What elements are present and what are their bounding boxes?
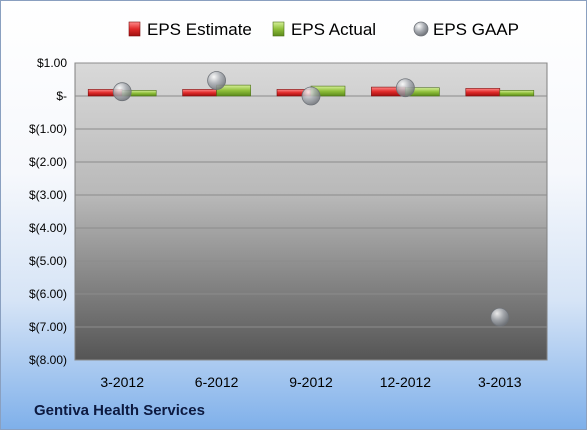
y-tick-label: $(8.00)	[29, 353, 67, 367]
bar-eps-actual	[499, 90, 535, 97]
bubble-eps-gaap	[395, 78, 415, 98]
x-tick-label: 3-2012	[100, 374, 144, 390]
gray-bubble-icon	[413, 21, 429, 37]
legend-label: EPS GAAP	[433, 20, 519, 39]
bubble-eps-gaap	[301, 86, 321, 106]
red-bar-icon	[128, 21, 141, 37]
y-tick-label: $(1.00)	[29, 122, 67, 136]
plot-area	[74, 62, 548, 361]
y-tick-label: $-	[56, 89, 67, 103]
y-tick-label: $(5.00)	[29, 254, 67, 268]
bar-eps-actual	[216, 84, 251, 97]
legend-label: EPS Estimate	[147, 20, 252, 39]
y-tick-label: $(3.00)	[29, 188, 67, 202]
y-tick-label: $(6.00)	[29, 287, 67, 301]
x-tick-label: 6-2012	[195, 374, 239, 390]
company-name: Gentiva Health Services	[34, 402, 205, 419]
legend-label: EPS Actual	[291, 20, 376, 39]
y-tick-label: $(2.00)	[29, 155, 67, 169]
x-tick-label: 12-2012	[380, 374, 432, 390]
bubble-eps-gaap	[112, 82, 132, 102]
y-tick-label: $(7.00)	[29, 320, 67, 334]
bubble-eps-gaap	[490, 307, 510, 327]
bar-eps-estimate	[182, 89, 217, 97]
y-tick-label: $(4.00)	[29, 221, 67, 235]
bubble-eps-gaap	[207, 71, 227, 90]
green-bar-icon	[272, 21, 285, 37]
y-tick-label: $1.00	[37, 56, 67, 70]
bar-eps-estimate	[465, 88, 501, 97]
x-tick-label: 3-2013	[478, 374, 522, 390]
x-tick-label: 9-2012	[289, 374, 333, 390]
